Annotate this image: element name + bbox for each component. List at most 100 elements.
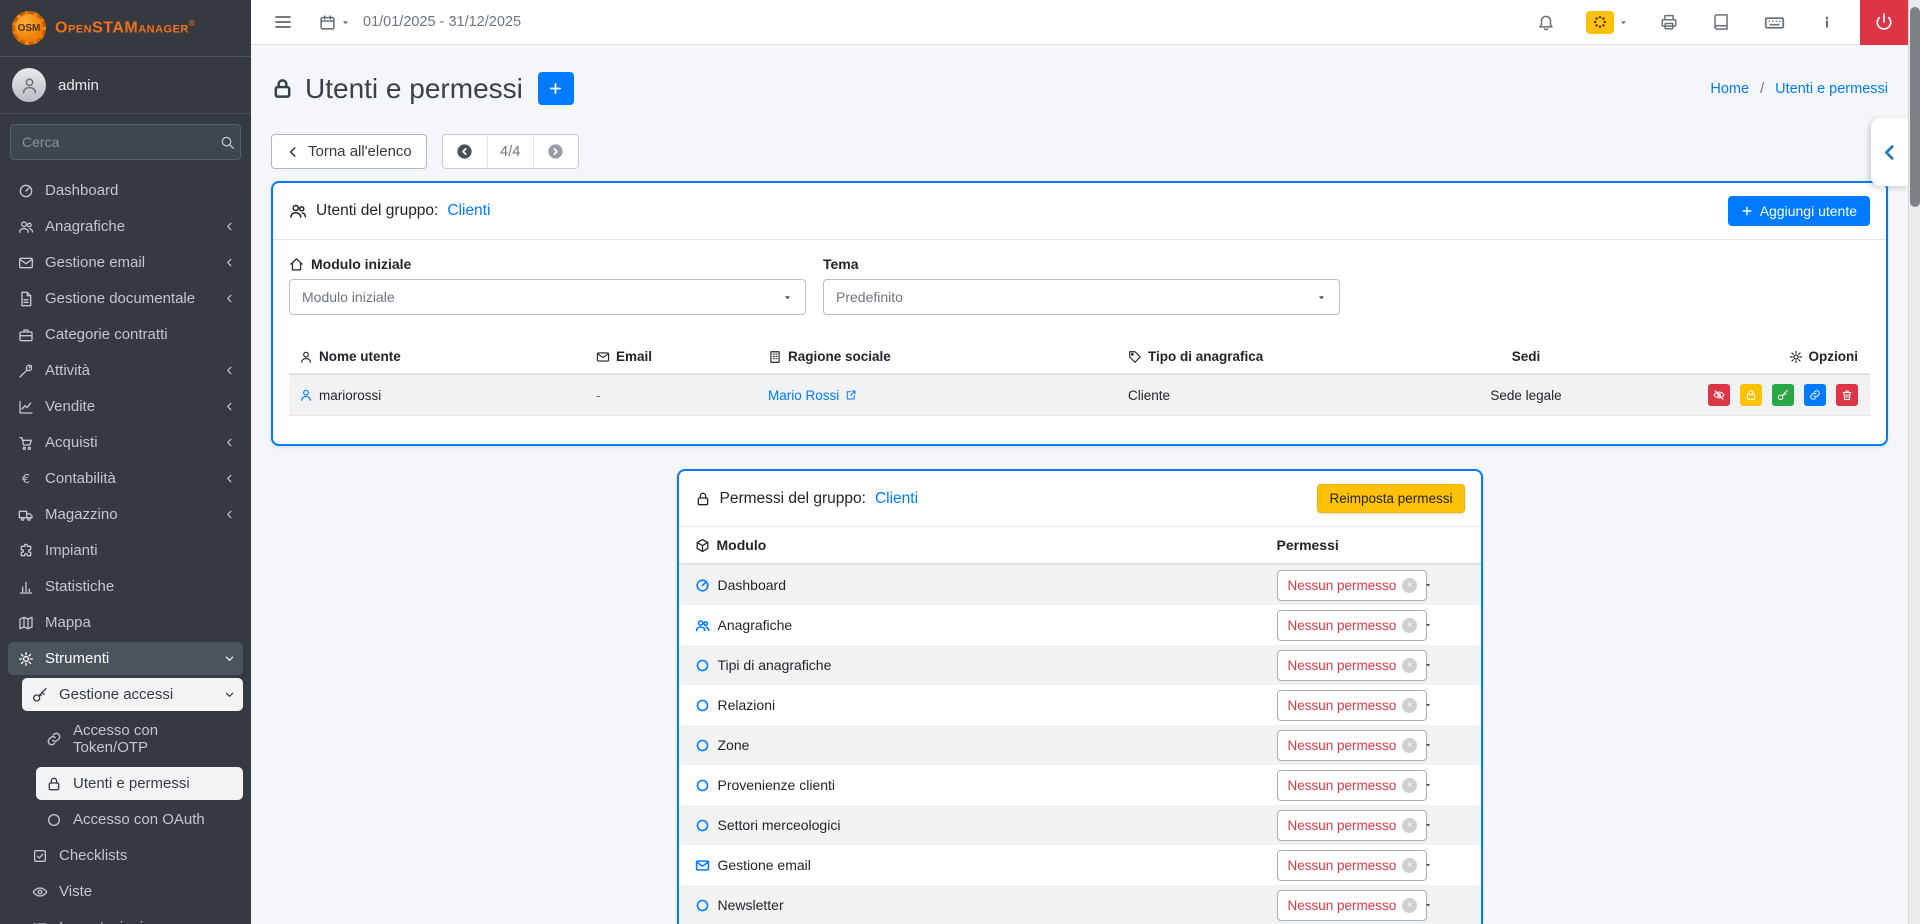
info-button[interactable] <box>1819 14 1835 30</box>
modules-status-button[interactable] <box>1586 10 1614 34</box>
list-icon <box>32 920 48 924</box>
plus-icon <box>548 81 563 96</box>
breadcrumb-current-link[interactable]: Utenti e permessi <box>1775 81 1888 97</box>
remove-permission-icon[interactable]: × <box>1402 777 1418 793</box>
link-icon <box>1809 389 1821 401</box>
permission-row-newsletter: Newsletter Nessun permesso × <box>678 885 1481 924</box>
add-user-button[interactable]: Aggiungi utente <box>1727 196 1870 226</box>
sidebar-item-accesso-con-token-otp[interactable]: Accesso con Token/OTP <box>36 714 243 764</box>
caret-down-icon <box>1423 620 1433 630</box>
group-link[interactable]: Clienti <box>447 202 491 219</box>
sidebar-item-viste[interactable]: Viste <box>22 875 243 908</box>
docs-button[interactable] <box>1712 13 1730 31</box>
permission-select[interactable]: Nessun permesso × <box>1276 689 1427 721</box>
permission-select[interactable]: Nessun permesso × <box>1276 569 1427 601</box>
new-record-button[interactable] <box>537 72 574 105</box>
sidebar-item-gestione-documentale[interactable]: Gestione documentale <box>8 282 243 315</box>
chevron-icon <box>224 509 235 520</box>
sidebar-toggle-button[interactable] <box>273 12 293 32</box>
permission-select[interactable]: Nessun permesso × <box>1276 849 1427 881</box>
scrollbar-thumb[interactable] <box>1910 7 1920 207</box>
shortcuts-button[interactable] <box>1764 12 1785 33</box>
disable-user-button[interactable] <box>1708 384 1730 406</box>
user-icon <box>20 76 39 95</box>
column-header-tipo-di-anagrafica: Tipo di anagrafica <box>1118 342 1431 373</box>
sidebar-item-impianti[interactable]: Impianti <box>8 534 243 567</box>
remove-permission-icon[interactable]: × <box>1402 577 1418 593</box>
permission-select[interactable]: Nessun permesso × <box>1276 649 1427 681</box>
previous-record-button[interactable] <box>443 135 488 168</box>
change-password-button[interactable] <box>1772 384 1794 406</box>
map-icon <box>18 615 34 631</box>
sidebar-item-impostazioni[interactable]: Impostazioni <box>22 911 243 924</box>
search-button[interactable] <box>214 124 241 160</box>
initial-module-select[interactable]: Modulo iniziale <box>289 279 806 315</box>
keyboard-icon <box>1764 12 1785 33</box>
back-to-list-button[interactable]: Torna all'elenco <box>271 134 427 169</box>
group-link[interactable]: Clienti <box>874 489 919 507</box>
caret-down-icon <box>782 292 793 303</box>
circle-icon <box>695 658 710 673</box>
column-header-opzioni: Opzioni <box>1621 342 1870 373</box>
sidebar-item-gestione-email[interactable]: Gestione email <box>8 246 243 279</box>
permission-row-anagrafiche: Anagrafiche Nessun permesso × <box>679 605 1481 645</box>
api-token-button[interactable] <box>1804 384 1826 406</box>
user-panel: admin <box>0 57 251 114</box>
company-link[interactable]: Mario Rossi <box>768 387 840 403</box>
logout-button[interactable] <box>1860 0 1908 45</box>
sidebar-item-checklists[interactable]: Checklists <box>22 839 243 872</box>
permissions-column-header: Permessi <box>1276 537 1339 553</box>
permission-select[interactable]: Nessun permesso × <box>1276 809 1427 841</box>
sidebar-item-attivit[interactable]: Attività <box>8 354 243 387</box>
next-record-button[interactable] <box>532 135 578 168</box>
chevron-left-icon <box>1880 143 1899 162</box>
sidebar-item-contabilit[interactable]: Contabilità <box>8 462 243 495</box>
external-link-icon <box>845 389 857 401</box>
print-button[interactable] <box>1660 13 1678 31</box>
permission-select[interactable]: Nessun permesso × <box>1276 609 1427 641</box>
sidebar-item-statistiche[interactable]: Statistiche <box>8 570 243 603</box>
chevron-icon <box>224 221 235 232</box>
sidebar-item-gestione-accessi[interactable]: Gestione accessi <box>22 678 243 711</box>
sidebar-item-mappa[interactable]: Mappa <box>8 606 243 639</box>
remove-permission-icon[interactable]: × <box>1402 737 1418 753</box>
remove-permission-icon[interactable]: × <box>1402 657 1418 673</box>
sidebar: OSM OpenSTAManager® admin Dashboard Anag… <box>0 0 251 924</box>
arrow-circle-left-icon <box>456 143 473 160</box>
sidebar-item-acquisti[interactable]: Acquisti <box>8 426 243 459</box>
sidebar-item-magazzino[interactable]: Magazzino <box>8 498 243 531</box>
user-name[interactable]: admin <box>58 76 99 94</box>
sidebar-item-anagrafiche[interactable]: Anagrafiche <box>8 210 243 243</box>
permission-select[interactable]: Nessun permesso × <box>1276 769 1427 801</box>
notifications-button[interactable] <box>1537 13 1555 31</box>
remove-permission-icon[interactable]: × <box>1402 697 1418 713</box>
date-range[interactable]: 01/01/2025 - 31/12/2025 <box>363 14 522 30</box>
theme-select[interactable]: Predefinito <box>823 279 1340 315</box>
caret-down-icon <box>340 17 351 28</box>
sidebar-item-dashboard[interactable]: Dashboard <box>8 174 243 207</box>
remove-permission-icon[interactable]: × <box>1402 617 1418 633</box>
reset-permissions-button[interactable]: Reimposta permessi <box>1317 484 1465 513</box>
permission-select[interactable]: Nessun permesso × <box>1276 729 1427 761</box>
sidebar-item-utenti-e-permessi[interactable]: Utenti e permessi <box>36 767 243 800</box>
remove-permission-icon[interactable]: × <box>1402 817 1418 833</box>
breadcrumb-home-link[interactable]: Home <box>1710 81 1750 97</box>
circle-icon <box>695 818 710 833</box>
date-picker-button[interactable] <box>319 14 351 31</box>
search-input[interactable] <box>10 124 214 160</box>
remove-permission-icon[interactable]: × <box>1402 857 1418 873</box>
avatar[interactable] <box>12 68 46 102</box>
caret-down-icon[interactable] <box>1618 17 1629 28</box>
side-panel-toggle-button[interactable] <box>1871 118 1908 186</box>
app-logo[interactable]: OSM OpenSTAManager® <box>0 0 251 57</box>
remove-permission-icon[interactable]: × <box>1402 897 1418 913</box>
permission-select[interactable]: Nessun permesso × <box>1276 889 1427 921</box>
user-icon <box>299 350 313 364</box>
scrollbar[interactable] <box>1908 0 1920 924</box>
delete-user-button[interactable] <box>1836 384 1858 406</box>
sidebar-item-accesso-con-oauth[interactable]: Accesso con OAuth <box>36 803 243 836</box>
sidebar-item-strumenti[interactable]: Strumenti <box>8 642 243 675</box>
sidebar-item-vendite[interactable]: Vendite <box>8 390 243 423</box>
lock-user-button[interactable] <box>1740 384 1762 406</box>
sidebar-item-categorie-contratti[interactable]: Categorie contratti <box>8 318 243 351</box>
